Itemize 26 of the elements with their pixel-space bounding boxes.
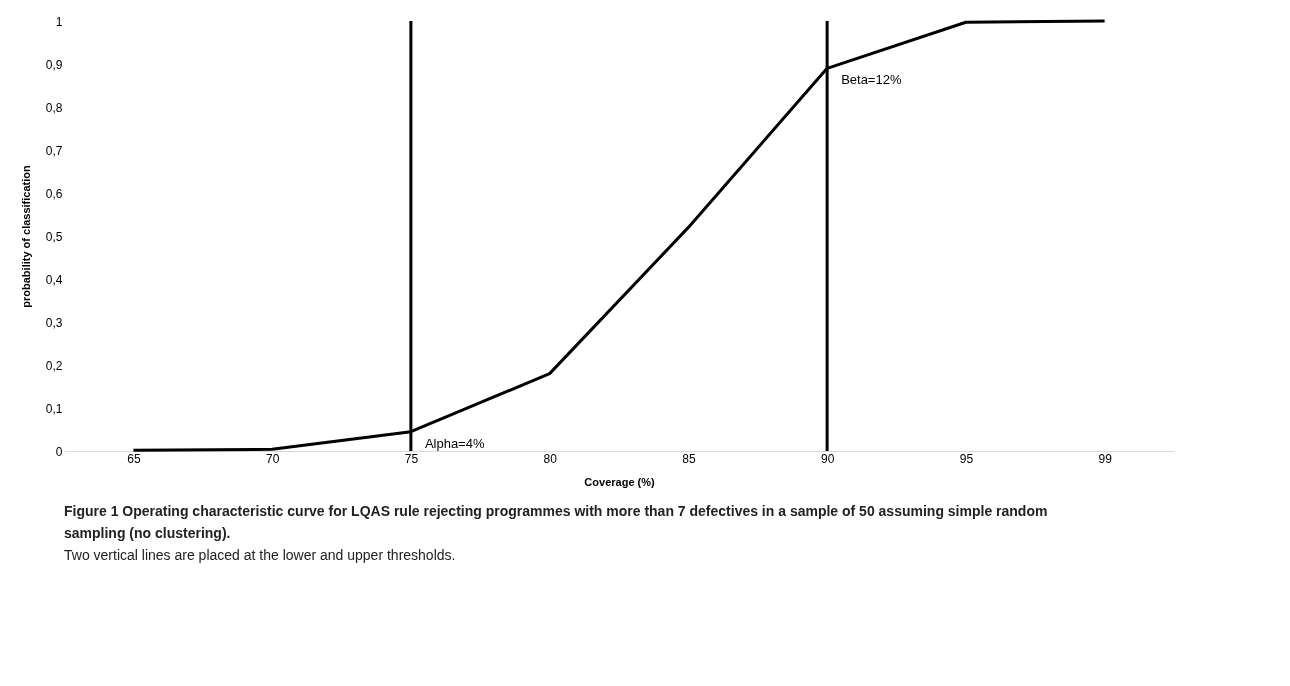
x-tick-label: 90 xyxy=(820,451,835,466)
y-tick-label: 1 xyxy=(55,14,63,29)
x-tick-label: 75 xyxy=(404,451,419,466)
x-tick-label: 65 xyxy=(127,451,141,466)
y-tick-label: 0,1 xyxy=(45,401,63,416)
line-series xyxy=(131,19,1107,452)
caption: Figure 1 Operating characteristic curve for LQAS rule rejecting programmes with more than 7 defectives in a sample of 50 assuming simple random sampling (no clustering). xyxy=(64,503,1048,541)
x-tick-label: 99 xyxy=(1098,451,1113,466)
y-tick-label: 0,4 xyxy=(45,272,63,287)
annotation: Alpha=4% xyxy=(424,435,485,451)
x-tick-label: 80 xyxy=(543,451,558,466)
y-tick-label: 0,5 xyxy=(45,229,63,244)
y-tick-label: 0,8 xyxy=(45,100,63,115)
x-tick-label: 85 xyxy=(682,451,696,466)
y-tick-label: 0,7 xyxy=(45,143,63,158)
x-axis-title: Coverage (%) xyxy=(584,475,655,488)
y-tick-label: 0,3 xyxy=(45,315,63,330)
y-axis-title: probability of classification xyxy=(19,165,32,308)
y-tick-label: 0,6 xyxy=(45,186,63,201)
y-tick-label: 0 xyxy=(55,444,63,459)
x-tick-label: 95 xyxy=(959,451,974,466)
annotation: Beta=12% xyxy=(841,72,902,88)
x-tick-label: 70 xyxy=(265,451,280,466)
y-tick-label: 0,9 xyxy=(45,57,63,72)
y-tick-label: 0,2 xyxy=(45,358,63,373)
text: Two vertical lines are placed at the lower and upper thresholds. xyxy=(64,547,456,563)
